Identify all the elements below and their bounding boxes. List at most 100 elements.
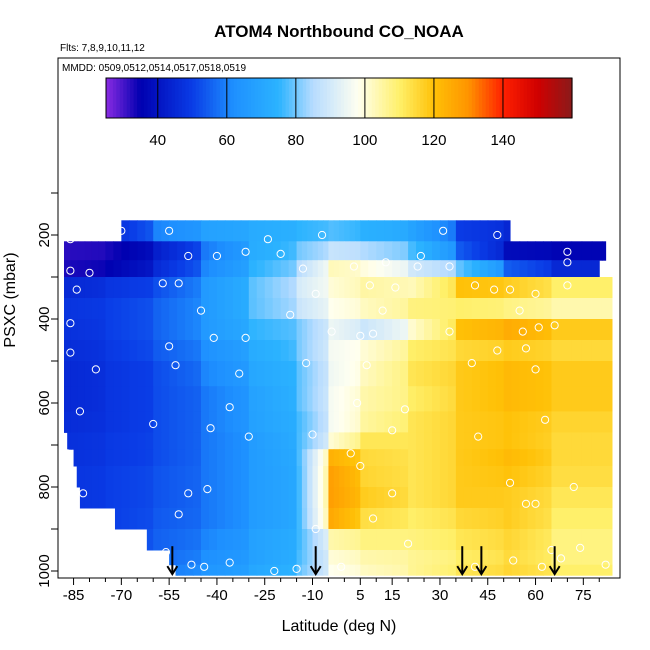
sample-point <box>263 235 273 244</box>
heatmap-cell <box>591 550 603 566</box>
heatmap-cell <box>201 411 210 433</box>
heatmap-cell <box>511 277 521 299</box>
heatmap-cell <box>232 411 242 433</box>
heatmap-cell <box>216 529 226 551</box>
sample-point <box>66 235 75 244</box>
heatmap-cell <box>137 466 146 488</box>
heatmap-cell <box>487 361 497 387</box>
heatmap-cell <box>296 449 303 467</box>
heatmap-cell <box>601 529 613 551</box>
sample-point <box>292 564 301 574</box>
heatmap-cell <box>185 449 194 467</box>
heatmap-cell <box>91 386 100 412</box>
heatmap-cell <box>77 432 86 450</box>
heatmap-cell <box>317 529 324 551</box>
heatmap-cell <box>601 508 613 530</box>
heatmap-cell <box>384 508 393 530</box>
heatmap-cell <box>368 361 377 387</box>
colorbar-swatch <box>537 78 542 118</box>
heatmap-cell <box>98 319 106 341</box>
heatmap-cell <box>392 564 401 576</box>
heatmap-cell <box>561 361 573 387</box>
colorbar-swatch <box>437 78 442 118</box>
heatmap-cell <box>129 361 138 387</box>
heatmap-cell <box>264 361 274 387</box>
heatmap-cell <box>479 550 489 566</box>
heatmap-cell <box>408 411 417 433</box>
heatmap-cell <box>535 361 544 387</box>
heatmap-cell <box>161 241 170 261</box>
heatmap-cell <box>272 260 282 278</box>
heatmap-cell <box>121 411 130 433</box>
heatmap-cell <box>471 241 481 261</box>
heatmap-cell <box>145 298 154 320</box>
colorbar-swatch <box>347 78 352 118</box>
heatmap-cell <box>288 487 298 509</box>
heatmap-cell <box>193 432 202 450</box>
heatmap-cell <box>439 298 449 320</box>
heatmap-cell <box>591 411 603 433</box>
heatmap-cell <box>256 260 266 278</box>
colorbar-tick-label: 140 <box>490 132 515 149</box>
heatmap-cell <box>153 386 162 412</box>
heatmap-cell <box>360 487 369 509</box>
heatmap-cell <box>296 277 303 299</box>
heatmap-cell <box>392 432 401 450</box>
heatmap-cell <box>551 432 563 450</box>
heatmap-cell <box>240 550 250 566</box>
heatmap-cell <box>70 340 79 362</box>
heatmap-cell <box>153 298 162 320</box>
colorbar-swatch <box>137 78 142 118</box>
heatmap-cell <box>201 361 210 387</box>
flight-arrows <box>166 546 561 576</box>
heatmap-cell <box>129 260 138 278</box>
heatmap-cell <box>161 386 170 412</box>
heatmap-cell <box>349 564 356 576</box>
heatmap-cell <box>471 529 481 551</box>
heatmap-cell <box>495 508 505 530</box>
heatmap-cell <box>153 220 162 242</box>
heatmap-cell <box>471 386 481 412</box>
heatmap-cell <box>354 277 361 299</box>
sample-point <box>563 258 572 267</box>
colorbar-swatch <box>406 78 411 118</box>
heatmap-cell <box>296 386 303 412</box>
heatmap-cell <box>153 449 162 467</box>
heatmap-cell <box>416 411 425 433</box>
heatmap-cell <box>376 564 385 576</box>
heatmap-cell <box>400 361 409 387</box>
heatmap-cell <box>113 260 122 278</box>
heatmap-cell <box>121 361 130 387</box>
heatmap-cell <box>447 487 457 509</box>
heatmap-cell <box>400 550 409 566</box>
heatmap-cell <box>296 411 303 433</box>
heatmap-cell <box>431 386 441 412</box>
heatmap-cell <box>256 508 266 530</box>
heatmap-cell <box>354 508 361 530</box>
sample-point <box>537 562 547 571</box>
heatmap-cell <box>169 319 178 341</box>
heatmap-cell <box>551 260 563 278</box>
heatmap-cell <box>272 411 282 433</box>
heatmap-cell <box>169 487 178 509</box>
sample-point <box>66 348 75 357</box>
heatmap-cell <box>503 508 513 530</box>
heatmap-cell <box>392 386 401 412</box>
heatmap-cell <box>145 319 154 341</box>
heatmap-cell <box>256 529 266 551</box>
heatmap-cell <box>581 241 593 261</box>
heatmap-cell <box>323 260 329 278</box>
heatmap-cell <box>248 386 258 412</box>
heatmap-cell <box>392 466 401 488</box>
heatmap-cell <box>376 487 385 509</box>
heatmap-cell <box>105 319 114 341</box>
colorbar-swatch <box>209 78 214 118</box>
heatmap-cell <box>185 411 194 433</box>
colorbar-swatch <box>206 78 211 118</box>
heatmap-cell <box>503 361 513 387</box>
heatmap-cell <box>256 432 266 450</box>
heatmap-cell <box>129 386 138 412</box>
heatmap-cell <box>581 411 593 433</box>
heatmap-cell <box>551 386 563 412</box>
heatmap-cell <box>384 386 393 412</box>
